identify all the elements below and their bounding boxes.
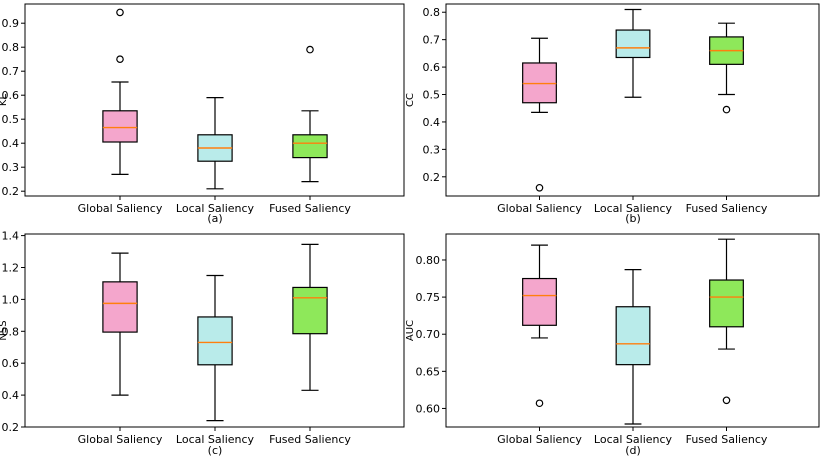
- y-tick-label: 0.6: [2, 89, 20, 102]
- y-axis-label: KL: [0, 94, 9, 107]
- x-tick-label: Local Saliency: [594, 202, 673, 215]
- x-tick-label: Local Saliency: [176, 433, 255, 446]
- y-tick-label: 0.3: [2, 161, 20, 174]
- y-tick-label: 0.4: [2, 389, 20, 402]
- y-tick-label: 0.6: [2, 357, 20, 370]
- y-tick-label: 0.5: [423, 89, 441, 102]
- y-tick-label: 0.3: [423, 143, 441, 156]
- y-tick-label: 0.65: [416, 365, 441, 378]
- x-tick-label: Global Saliency: [497, 202, 582, 215]
- outlier-point: [116, 8, 124, 17]
- y-tick-label: 0.2: [423, 171, 441, 184]
- y-tick-label: 0.2: [2, 185, 20, 198]
- y-tick-label: 0.8: [2, 41, 20, 54]
- box-0: [522, 244, 557, 408]
- outlier-point: [306, 45, 314, 54]
- x-tick-label: Global Saliency: [78, 202, 163, 215]
- y-tick-label: 0.8: [423, 6, 441, 19]
- x-tick-label: Local Saliency: [176, 202, 255, 215]
- y-axis-label: AUC: [405, 320, 416, 341]
- outlier-point: [535, 183, 544, 192]
- subplot-label: (d): [625, 444, 641, 457]
- x-tick-label: Global Saliency: [78, 433, 163, 446]
- box-1: [615, 8, 651, 98]
- box-iqr: [102, 110, 138, 143]
- y-tick-label: 0.75: [416, 291, 441, 304]
- x-tick-label: Fused Saliency: [686, 202, 768, 215]
- box-2: [292, 243, 328, 391]
- x-tick-label: Local Saliency: [594, 433, 673, 446]
- box-iqr: [197, 316, 233, 366]
- y-tick-label: 0.5: [2, 113, 20, 126]
- y-tick-label: 0.70: [416, 328, 441, 341]
- outlier-point: [535, 399, 544, 408]
- box-iqr: [522, 277, 557, 326]
- box-iqr: [292, 286, 328, 335]
- y-tick-label: 1.2: [2, 261, 20, 274]
- box-1: [197, 96, 233, 190]
- x-tick-label: Global Saliency: [497, 433, 582, 446]
- outlier-point: [722, 396, 731, 405]
- y-tick-label: 0.7: [423, 34, 441, 47]
- y-axis-label: NSS: [0, 320, 9, 340]
- y-tick-label: 0.80: [416, 254, 441, 267]
- box-2: [709, 22, 744, 114]
- box-1: [615, 269, 651, 425]
- box-2: [292, 45, 328, 183]
- y-tick-label: 1.4: [2, 230, 20, 243]
- y-tick-label: 0.4: [423, 116, 441, 129]
- subplot-label: (a): [207, 212, 222, 225]
- box-1: [197, 274, 233, 422]
- x-tick-label: Fused Saliency: [269, 202, 351, 215]
- y-tick-label: 0.7: [2, 65, 20, 78]
- box-0: [522, 37, 557, 192]
- y-tick-label: 0.6: [423, 61, 441, 74]
- subplot-label: (b): [625, 212, 641, 225]
- outlier-point: [722, 105, 731, 114]
- box-iqr: [102, 281, 138, 333]
- y-tick-label: 0.9: [2, 17, 20, 30]
- y-tick-label: 0.2: [2, 421, 20, 434]
- subplot-b: 0.2 0.3 0.4 0.5 0.6 0.7 0.8 CC Global Saliency Lo…: [405, 3, 820, 225]
- box-iqr: [615, 29, 651, 59]
- subplot-d: 0.60 0.65 0.70 0.75 0.80 AUC Global Saliency Lo…: [405, 233, 820, 457]
- subplot-a: 0.2 0.3 0.4 0.5 0.6 0.7 0.8 0.9 KL Global Salienc…: [0, 3, 405, 225]
- box-iqr: [292, 134, 328, 159]
- subplot-label: (c): [208, 444, 223, 457]
- y-tick-label: 0.60: [416, 402, 441, 415]
- y-tick-label: 0.4: [2, 137, 20, 150]
- subplot-c: 0.2 0.4 0.6 0.8 1.0 1.2 1.4 NSS Global Saliency L…: [0, 230, 405, 457]
- y-tick-label: 0.8: [2, 325, 20, 338]
- outlier-point: [116, 55, 124, 64]
- y-axis-label: CC: [405, 93, 416, 107]
- x-tick-label: Fused Saliency: [686, 433, 768, 446]
- y-tick-label: 1.0: [2, 293, 20, 306]
- box-iqr: [615, 306, 651, 366]
- box-iqr: [709, 279, 744, 328]
- box-0: [102, 252, 138, 396]
- box-2: [709, 238, 744, 405]
- x-tick-label: Fused Saliency: [269, 433, 351, 446]
- box-0: [102, 8, 138, 175]
